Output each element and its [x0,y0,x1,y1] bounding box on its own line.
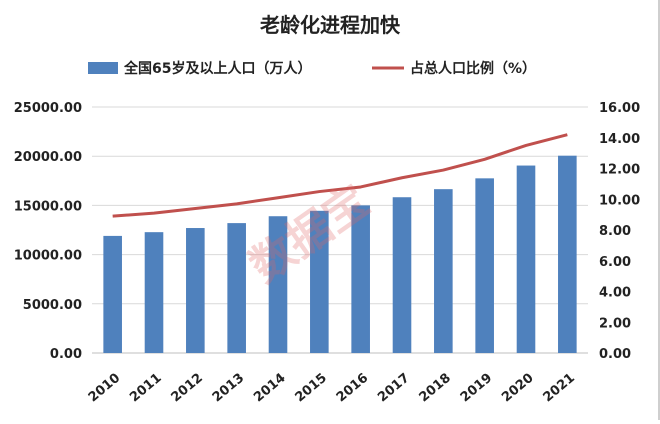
bar-2021 [558,156,577,353]
left-axis-ticks: 0.00 5000.00 10000.00 15000.00 20000.00 25000… [14,101,82,362]
bar-2020 [517,166,536,353]
left-tick-label: 25000.00 [14,101,82,116]
right-tick-label: 12.00 [599,163,640,178]
right-tick-label: 0.00 [599,347,631,362]
x-tick-label: 2013 [210,371,247,406]
legend-label-ratio: 占总人口比例（%） [410,60,536,77]
x-tick-label: 2019 [458,371,495,406]
x-tick-label: 2020 [499,371,536,406]
x-tick-label: 2015 [293,371,330,406]
right-axis-ticks: 0.00 2.00 4.00 6.00 8.00 10.00 12.00 14.00 16.00 [599,101,640,362]
bar-2011 [145,232,164,353]
legend-label-population: 全国65岁及以上人口（万人） [123,60,311,77]
left-tick-label: 0.00 [50,347,82,362]
x-tick-label: 2010 [86,371,123,406]
x-tick-label: 2021 [541,371,578,406]
right-tick-label: 6.00 [599,255,631,270]
bar-2010 [103,236,122,353]
right-tick-label: 2.00 [599,316,631,331]
legend-swatch-population [88,62,118,74]
left-tick-label: 5000.00 [23,298,82,313]
x-tick-label: 2016 [334,371,371,406]
right-tick-label: 10.00 [599,193,640,208]
bar-2018 [434,189,453,353]
left-tick-label: 20000.00 [14,150,82,165]
right-tick-label: 14.00 [599,132,640,147]
right-tick-label: 4.00 [599,286,631,301]
bar-2019 [475,178,494,353]
right-tick-label: 16.00 [599,101,640,116]
bar-2017 [393,197,412,353]
bar-2012 [186,228,205,353]
legend: 全国65岁及以上人口（万人） 占总人口比例（%） [88,60,536,77]
right-tick-label: 8.00 [599,224,631,239]
x-tick-label: 2018 [417,371,454,406]
x-tick-label: 2017 [375,371,412,406]
x-tick-label: 2011 [127,371,164,406]
x-tick-label: 2012 [169,371,206,406]
chart-title: 老龄化进程加快 [260,13,401,37]
left-tick-label: 15000.00 [14,199,82,214]
x-tick-label: 2014 [251,371,288,406]
left-tick-label: 10000.00 [14,249,82,264]
bar-2013 [227,223,246,353]
